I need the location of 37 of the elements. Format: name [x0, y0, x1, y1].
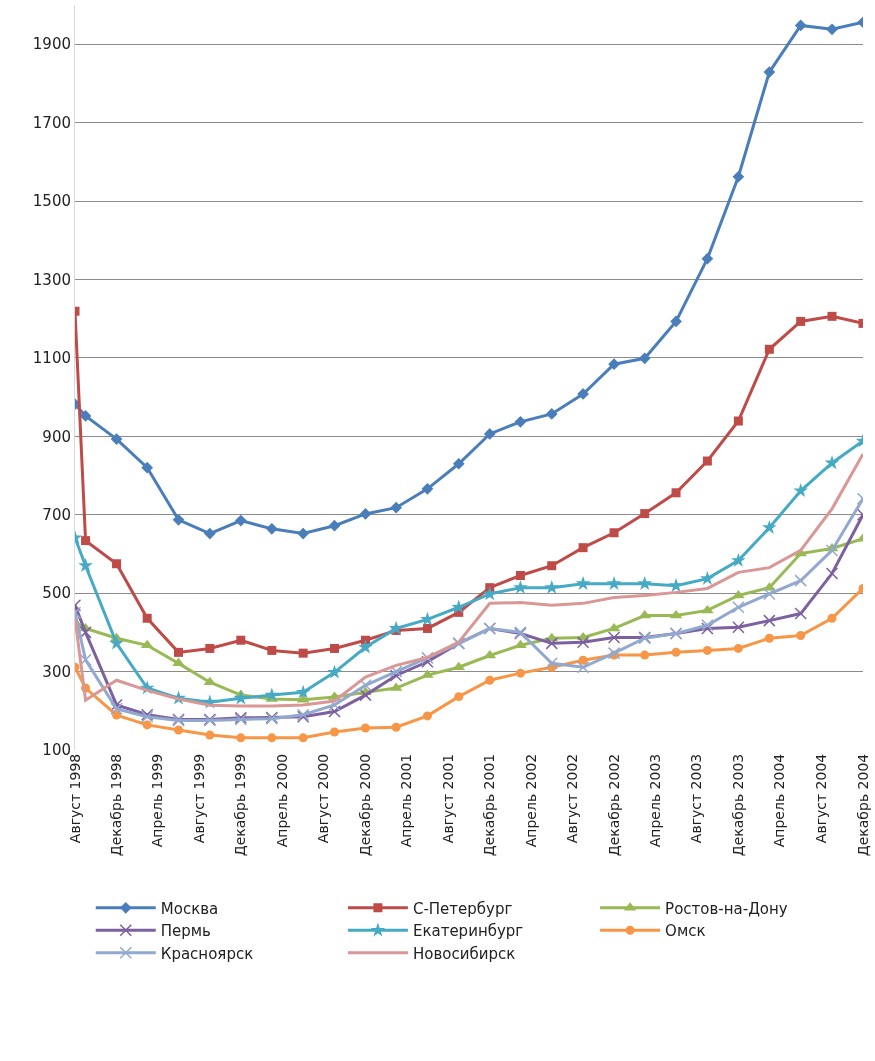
legend-label: Екатеринбург — [412, 922, 524, 941]
x-tick-label: Декабрь 2004 — [854, 753, 871, 857]
x-tick-label: Декабрь 2003 — [729, 753, 746, 857]
legend-label: Красноярск — [160, 944, 254, 963]
y-tick-label: 500 — [42, 584, 71, 603]
legend-label: Москва — [160, 899, 219, 918]
y-tick-label: 700 — [42, 505, 71, 524]
legend-label: Ростов-на-Дону — [665, 899, 788, 918]
x-tick-label: Декабрь 1998 — [108, 753, 125, 857]
x-tick-label: Август 2002 — [564, 753, 581, 844]
y-tick-label: 300 — [42, 662, 71, 681]
x-tick-label: Август 1999 — [190, 753, 207, 844]
x-tick-label: Август 2004 — [813, 753, 829, 844]
x-tick-label: Декабрь 1999 — [232, 753, 249, 857]
y-tick-label: 1100 — [32, 349, 71, 368]
y-tick-label: 1300 — [32, 270, 71, 289]
x-tick-label: Апрель 2004 — [771, 753, 788, 848]
legend-label: Омск — [665, 922, 706, 941]
x-tick-label: Апрель 2003 — [646, 753, 663, 848]
x-tick-label: Декабрь 2000 — [357, 753, 374, 857]
legend-label: С-Петербург — [412, 899, 513, 918]
legend-label: Пермь — [160, 922, 211, 941]
y-tick-label: 900 — [42, 427, 71, 446]
x-tick-label: Апрель 2001 — [398, 753, 415, 848]
y-tick-label: 100 — [42, 741, 71, 760]
x-tick-label: Апрель 2002 — [522, 753, 539, 848]
x-tick-label: Декабрь 2002 — [605, 753, 622, 857]
x-tick-label: Август 2001 — [439, 753, 456, 844]
y-tick-label: 1700 — [32, 113, 71, 132]
legend-label: Новосибирск — [412, 944, 516, 963]
x-tick-label: Апрель 1999 — [149, 753, 166, 848]
x-tick-label: Август 2000 — [315, 753, 332, 844]
y-tick-label: 1500 — [32, 192, 71, 211]
x-tick-label: Декабрь 2001 — [481, 753, 498, 857]
y-tick-label: 1900 — [32, 35, 71, 54]
x-tick-label: Апрель 2000 — [273, 753, 290, 848]
x-tick-label: Август 2003 — [688, 753, 705, 844]
